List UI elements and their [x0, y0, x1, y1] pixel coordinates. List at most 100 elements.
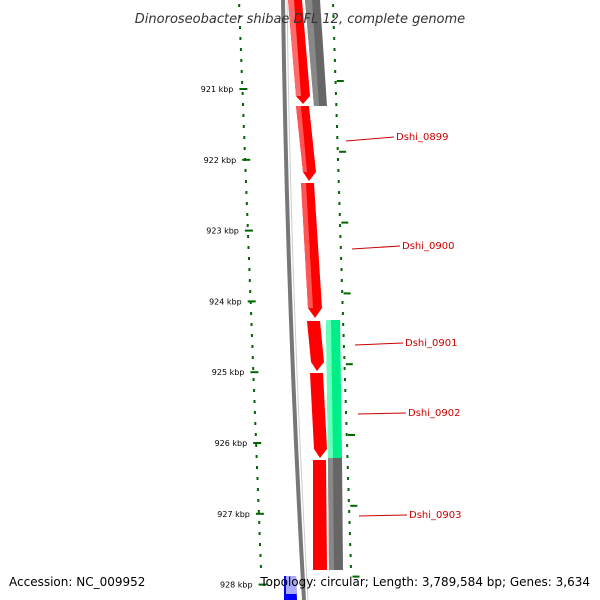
right-track-dot	[346, 466, 349, 469]
tick-label: 921 kbp	[201, 85, 234, 94]
right-track-dot	[340, 279, 343, 282]
gene-label-2[interactable]: Dshi_0901	[405, 338, 457, 349]
right-track-dot	[347, 477, 350, 480]
gray-feature-bottom-highlight	[328, 458, 334, 570]
gene-leader-line	[351, 245, 401, 250]
left-track-dot	[254, 433, 257, 436]
major-tick-mark	[239, 88, 248, 90]
right-track-dot	[344, 389, 347, 392]
tick-label: 925 kbp	[212, 368, 245, 377]
left-track-dot	[244, 169, 247, 172]
major-tick-mark	[253, 442, 262, 444]
left-track-dot	[249, 301, 252, 304]
major-tick-mark	[255, 512, 264, 515]
right-track-dot	[342, 345, 345, 348]
dotted-tick-track-right	[332, 4, 352, 568]
left-track-dot	[245, 202, 248, 205]
cds-track	[288, 0, 327, 570]
right-track-dot	[337, 169, 340, 172]
major-tick-mark-right	[336, 80, 344, 82]
left-track-dot	[253, 400, 256, 403]
left-track-dot	[257, 510, 260, 513]
right-track-dot	[348, 510, 351, 513]
tick-label: 923 kbp	[206, 227, 239, 236]
genome-title: Dinoroseobacter shibae DFL 12, complete …	[135, 12, 465, 27]
left-track-dot	[256, 477, 259, 480]
right-track-dot	[337, 180, 340, 183]
right-track-dot	[343, 356, 346, 359]
left-track-dot	[256, 466, 258, 469]
major-tick-mark	[244, 229, 253, 232]
cds-highlight-0899	[296, 106, 307, 172]
left-track-dot	[249, 290, 252, 293]
tick-label: 926 kbp	[215, 439, 248, 448]
backbone-inner-line	[286, 0, 309, 600]
right-track-dot	[334, 81, 337, 84]
left-track-dot	[254, 422, 257, 425]
cds-highlight-0900	[301, 183, 313, 308]
left-track-dot	[257, 499, 260, 502]
left-track-dot	[251, 356, 254, 359]
left-track-dot	[245, 191, 248, 194]
gene-leader-line	[358, 514, 408, 517]
left-track-dot	[250, 334, 253, 337]
right-track-dot	[340, 268, 343, 271]
right-track-dot	[340, 257, 343, 260]
right-track-dot	[334, 70, 337, 73]
right-track-dot	[349, 554, 352, 557]
right-track-dot	[342, 334, 345, 337]
right-track-dot	[347, 499, 350, 502]
gene-label-1[interactable]: Dshi_0900	[402, 241, 454, 252]
right-track-dot	[332, 26, 335, 29]
right-track-dot	[339, 246, 342, 249]
dotted-tick-track-left	[238, 4, 262, 568]
major-tick-mark-right	[343, 292, 351, 295]
major-tick-mark-right	[341, 221, 349, 224]
cds-highlight-0898	[288, 0, 301, 96]
gene-leader-line	[357, 412, 407, 415]
right-track-dot	[346, 444, 349, 447]
left-track-dot	[243, 147, 246, 150]
major-tick-mark-right	[348, 434, 355, 436]
right-track-dot	[333, 48, 336, 51]
left-track-dot	[259, 565, 262, 568]
left-track-dot	[258, 532, 261, 535]
right-track-dot	[333, 59, 336, 62]
right-track-dot	[348, 532, 351, 535]
major-tick-mark	[250, 371, 259, 374]
scale-ticks: 921 kbp 922 kbp 923 kbp 924 kbp 925 kbp 926 k…	[201, 80, 360, 590]
right-track-dot	[339, 235, 342, 238]
right-track-dot	[348, 521, 351, 524]
right-track-dot	[335, 103, 338, 106]
left-track-dot	[250, 323, 253, 326]
backbone-outer-line	[281, 0, 306, 600]
left-track-dot	[239, 26, 241, 29]
left-track-dot	[251, 345, 254, 348]
tick-label: 927 kbp	[217, 510, 250, 519]
cds-block-0901	[307, 321, 324, 371]
right-track-dot	[336, 147, 339, 150]
left-track-dot	[255, 455, 258, 458]
major-tick-mark	[242, 158, 251, 161]
left-track-dot	[248, 257, 250, 260]
right-track-dot	[345, 411, 347, 414]
gene-leader-line	[345, 136, 395, 142]
left-track-dot	[246, 213, 249, 216]
right-track-dot	[332, 15, 335, 18]
gene-leader-line	[354, 342, 404, 346]
right-track-dot	[341, 301, 344, 304]
blue-feature-light	[286, 576, 297, 594]
left-track-dot	[247, 235, 250, 238]
left-track-dot	[253, 389, 256, 392]
gene-label-3[interactable]: Dshi_0902	[408, 408, 460, 419]
tick-label: 922 kbp	[204, 156, 237, 165]
right-track-dot	[336, 125, 338, 128]
left-track-dot	[242, 125, 245, 128]
left-track-dot	[239, 37, 242, 40]
left-track-dot	[248, 279, 251, 282]
major-tick-mark-right	[352, 575, 360, 578]
gene-label-0[interactable]: Dshi_0899	[396, 132, 448, 143]
gene-label-4[interactable]: Dshi_0903	[409, 510, 461, 521]
right-track-dot	[332, 4, 335, 7]
left-track-dot	[252, 367, 255, 370]
